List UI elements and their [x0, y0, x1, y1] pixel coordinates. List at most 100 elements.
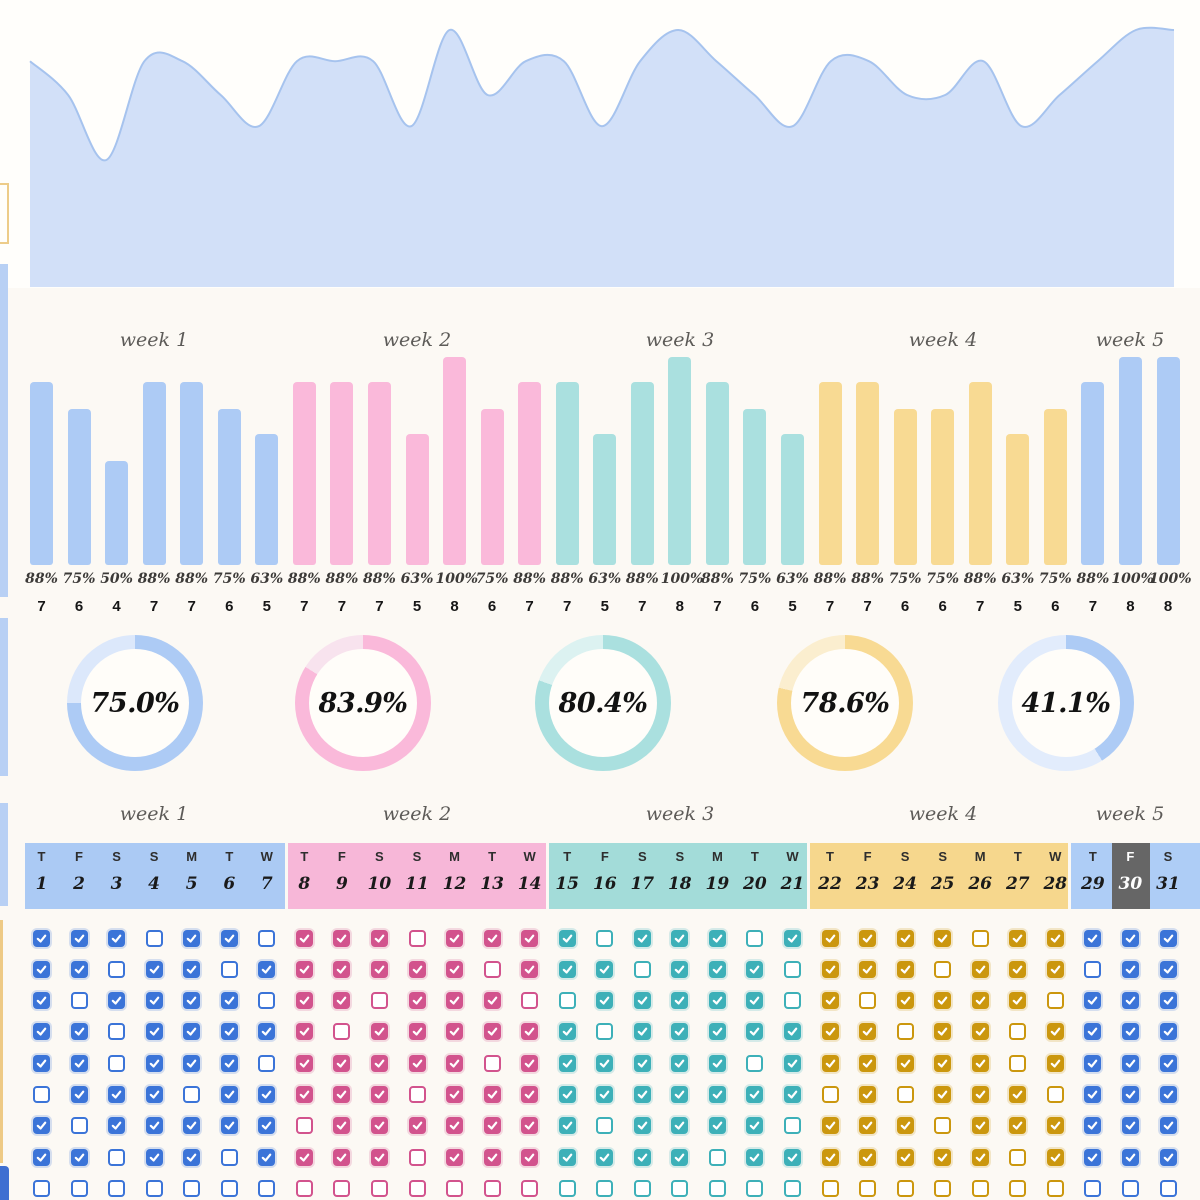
habit-checkbox-row8-day7[interactable]	[258, 1148, 276, 1166]
habit-checkbox-row1-day23[interactable]	[859, 929, 877, 947]
calendar-day-letter-12[interactable]: M	[449, 849, 460, 864]
habit-checkbox-row8-day17[interactable]	[633, 1148, 651, 1166]
habit-checkbox-row6-day21[interactable]	[784, 1086, 801, 1103]
habit-checkbox-row8-day16[interactable]	[596, 1148, 614, 1166]
habit-checkbox-row5-day23[interactable]	[859, 1054, 877, 1072]
habit-checkbox-row2-day29[interactable]	[1084, 960, 1102, 978]
habit-checkbox-row9-day13[interactable]	[483, 1179, 501, 1197]
calendar-day-letter-20[interactable]: T	[750, 849, 759, 864]
habit-checkbox-row4-day24[interactable]	[896, 1023, 914, 1041]
habit-checkbox-row3-day17[interactable]	[633, 992, 651, 1010]
habit-checkbox-row6-day23[interactable]	[859, 1086, 877, 1103]
calendar-date-4[interactable]: 4	[148, 874, 161, 894]
habit-checkbox-row1-day8[interactable]	[295, 929, 313, 947]
habit-checkbox-row1-day17[interactable]	[633, 929, 651, 947]
habit-checkbox-row1-day16[interactable]	[596, 929, 614, 947]
habit-checkbox-row5-day6[interactable]	[220, 1054, 238, 1072]
habit-checkbox-row8-day6[interactable]	[220, 1148, 238, 1166]
habit-checkbox-row8-day21[interactable]	[784, 1148, 801, 1166]
calendar-date-28[interactable]: 28	[1043, 874, 1068, 894]
habit-checkbox-row7-day21[interactable]	[784, 1117, 801, 1135]
habit-checkbox-row1-day10[interactable]	[370, 929, 388, 947]
habit-checkbox-row5-day25[interactable]	[934, 1054, 952, 1072]
habit-checkbox-row5-day31[interactable]	[1159, 1054, 1177, 1072]
habit-checkbox-row7-day18[interactable]	[671, 1117, 689, 1135]
habit-checkbox-row7-day27[interactable]	[1009, 1117, 1027, 1135]
habit-checkbox-row6-day30[interactable]	[1121, 1086, 1139, 1103]
calendar-date-14[interactable]: 14	[517, 874, 542, 894]
habit-checkbox-row9-day29[interactable]	[1084, 1179, 1102, 1197]
habit-checkbox-row1-day25[interactable]	[934, 929, 952, 947]
habit-checkbox-row5-day12[interactable]	[446, 1054, 463, 1072]
habit-checkbox-row5-day21[interactable]	[784, 1054, 801, 1072]
habit-checkbox-row3-day9[interactable]	[333, 992, 351, 1010]
habit-checkbox-row8-day8[interactable]	[295, 1148, 313, 1166]
habit-checkbox-row6-day16[interactable]	[596, 1086, 614, 1103]
habit-checkbox-row1-day11[interactable]	[408, 929, 426, 947]
calendar-day-letter-8[interactable]: T	[300, 849, 309, 864]
calendar-day-letter-11[interactable]: S	[412, 849, 422, 864]
habit-checkbox-row1-day5[interactable]	[183, 929, 201, 947]
habit-checkbox-row2-day13[interactable]	[483, 960, 501, 978]
habit-checkbox-row2-day11[interactable]	[408, 960, 426, 978]
habit-checkbox-row3-day16[interactable]	[596, 992, 614, 1010]
habit-checkbox-row4-day4[interactable]	[145, 1023, 163, 1041]
habit-checkbox-row9-day20[interactable]	[746, 1179, 764, 1197]
habit-checkbox-row8-day2[interactable]	[70, 1148, 88, 1166]
habit-checkbox-row6-day1[interactable]	[33, 1086, 50, 1103]
habit-checkbox-row1-day29[interactable]	[1084, 929, 1102, 947]
habit-checkbox-row4-day7[interactable]	[258, 1023, 276, 1041]
habit-checkbox-row3-day19[interactable]	[708, 992, 726, 1010]
habit-checkbox-row8-day27[interactable]	[1009, 1148, 1027, 1166]
habit-checkbox-row4-day20[interactable]	[746, 1023, 764, 1041]
calendar-date-9[interactable]: 9	[335, 874, 348, 894]
habit-checkbox-row4-day25[interactable]	[934, 1023, 952, 1041]
calendar-date-17[interactable]: 17	[630, 874, 655, 894]
habit-checkbox-row3-day28[interactable]	[1046, 992, 1064, 1010]
habit-checkbox-row9-day5[interactable]	[183, 1179, 201, 1197]
habit-checkbox-row7-day23[interactable]	[859, 1117, 877, 1135]
habit-checkbox-row2-day31[interactable]	[1159, 960, 1177, 978]
habit-checkbox-row2-day7[interactable]	[258, 960, 276, 978]
habit-checkbox-row2-day6[interactable]	[220, 960, 238, 978]
habit-checkbox-row5-day17[interactable]	[633, 1054, 651, 1072]
habit-checkbox-row3-day5[interactable]	[183, 992, 201, 1010]
habit-checkbox-row3-day15[interactable]	[558, 992, 576, 1010]
habit-checkbox-row4-day1[interactable]	[33, 1023, 50, 1041]
habit-checkbox-row3-day4[interactable]	[145, 992, 163, 1010]
habit-checkbox-row4-day29[interactable]	[1084, 1023, 1102, 1041]
calendar-day-letter-6[interactable]: T	[225, 849, 234, 864]
habit-checkbox-row8-day22[interactable]	[821, 1148, 839, 1166]
habit-checkbox-row6-day25[interactable]	[934, 1086, 952, 1103]
habit-checkbox-row7-day17[interactable]	[633, 1117, 651, 1135]
habit-checkbox-row1-day24[interactable]	[896, 929, 914, 947]
habit-checkbox-row6-day27[interactable]	[1009, 1086, 1027, 1103]
habit-checkbox-row9-day18[interactable]	[671, 1179, 689, 1197]
habit-checkbox-row9-day12[interactable]	[446, 1179, 463, 1197]
habit-checkbox-row9-day4[interactable]	[145, 1179, 163, 1197]
habit-checkbox-row4-day8[interactable]	[295, 1023, 313, 1041]
habit-checkbox-row5-day24[interactable]	[896, 1054, 914, 1072]
habit-checkbox-row5-day13[interactable]	[483, 1054, 501, 1072]
habit-checkbox-row3-day2[interactable]	[70, 992, 88, 1010]
habit-checkbox-row7-day3[interactable]	[108, 1117, 126, 1135]
calendar-date-19[interactable]: 19	[705, 874, 730, 894]
habit-checkbox-row7-day22[interactable]	[821, 1117, 839, 1135]
habit-checkbox-row4-day15[interactable]	[558, 1023, 576, 1041]
habit-checkbox-row1-day13[interactable]	[483, 929, 501, 947]
habit-checkbox-row1-day18[interactable]	[671, 929, 689, 947]
habit-checkbox-row4-day21[interactable]	[784, 1023, 801, 1041]
habit-checkbox-row6-day22[interactable]	[821, 1086, 839, 1103]
habit-checkbox-row7-day30[interactable]	[1121, 1117, 1139, 1135]
habit-checkbox-row9-day19[interactable]	[708, 1179, 726, 1197]
habit-checkbox-row3-day7[interactable]	[258, 992, 276, 1010]
calendar-day-letter-26[interactable]: M	[974, 849, 986, 864]
habit-checkbox-row4-day30[interactable]	[1121, 1023, 1139, 1041]
habit-checkbox-row8-day4[interactable]	[145, 1148, 163, 1166]
calendar-date-7[interactable]: 7	[260, 874, 273, 894]
calendar-date-16[interactable]: 16	[592, 874, 617, 894]
habit-checkbox-row2-day12[interactable]	[446, 960, 463, 978]
habit-checkbox-row7-day7[interactable]	[258, 1117, 276, 1135]
habit-checkbox-row6-day12[interactable]	[446, 1086, 463, 1103]
habit-checkbox-row1-day21[interactable]	[784, 929, 801, 947]
